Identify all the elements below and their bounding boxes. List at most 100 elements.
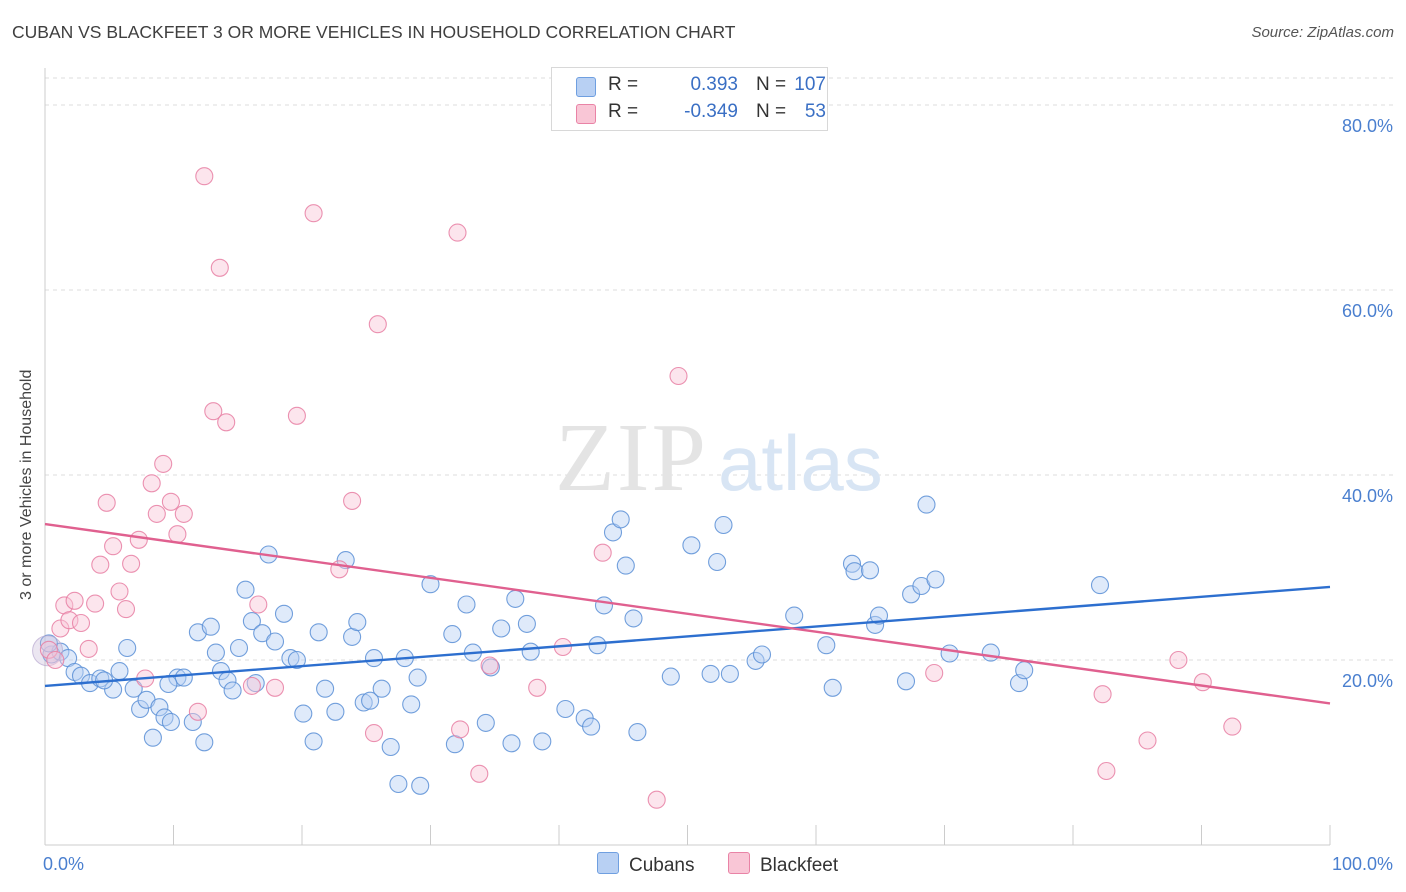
scatter-point-cubans xyxy=(1015,661,1034,680)
legend-r-label: R = xyxy=(608,74,639,95)
axes xyxy=(44,68,1331,846)
y-tick-label: 80.0% xyxy=(1342,116,1393,136)
scatter-point-blackfeet xyxy=(528,678,547,697)
scatter-point-cubans xyxy=(708,552,727,572)
scatter-point-cubans xyxy=(354,693,373,712)
scatter-point-cubans xyxy=(223,681,242,700)
scatter-point-cubans xyxy=(242,612,261,631)
bottom-legend-blackfeet: Blackfeet xyxy=(728,852,838,877)
scatter-point-cubans xyxy=(168,668,187,687)
scatter-point-cubans xyxy=(309,623,328,642)
scatter-point-cubans xyxy=(661,667,680,686)
x-tick-label-max: 100.0% xyxy=(1332,854,1393,874)
scatter-point-cubans xyxy=(682,536,701,555)
scatter-point-blackfeet xyxy=(448,223,467,242)
scatter-point-cubans xyxy=(611,510,630,529)
scatter-point-blackfeet xyxy=(147,504,166,523)
scatter-point-blackfeet xyxy=(669,366,688,386)
scatter-point-blackfeet xyxy=(104,537,123,556)
scatter-point-blackfeet xyxy=(593,543,612,562)
gridlines xyxy=(45,77,1393,661)
scatter-point-blackfeet xyxy=(122,554,141,573)
scatter-point-blackfeet xyxy=(1093,685,1112,704)
scatter-point-cubans xyxy=(381,737,400,757)
scatter-point-cubans xyxy=(940,644,959,663)
scatter-point-cubans xyxy=(457,595,476,614)
scatter-point-cubans xyxy=(845,562,864,581)
scatter-point-cubans xyxy=(533,732,552,751)
scatter-point-cubans xyxy=(896,672,916,691)
scatter-point-blackfeet xyxy=(168,525,187,544)
chart-title: CUBAN VS BLACKFEET 3 OR MORE VEHICLES IN… xyxy=(12,22,736,42)
scatter-point-cubans xyxy=(588,636,607,655)
scatter-point-blackfeet xyxy=(174,504,193,523)
scatter-point-cubans xyxy=(39,634,58,653)
scatter-point-cubans xyxy=(143,728,162,747)
scatter-point-cubans xyxy=(476,713,495,732)
scatter-point-cubans xyxy=(421,575,440,594)
scatter-point-blackfeet xyxy=(343,491,362,510)
bottom-legend-swatch-blackfeet xyxy=(728,852,750,874)
scatter-point-blackfeet xyxy=(65,591,84,610)
scatter-point-cubans xyxy=(316,679,335,698)
scatter-point-blackfeet xyxy=(364,724,384,743)
scatter-point-blackfeet xyxy=(217,413,236,432)
scatter-point-blackfeet xyxy=(97,493,116,512)
scatter-point-blackfeet xyxy=(265,678,285,697)
scatter-point-blackfeet xyxy=(39,640,58,659)
scatter-point-cubans xyxy=(492,619,511,638)
watermark-zip: ZIP xyxy=(555,404,708,512)
scatter-point-cubans xyxy=(411,776,430,795)
scatter-point-blackfeet xyxy=(1138,731,1157,750)
scatter-point-blackfeet xyxy=(1097,761,1116,781)
legend: R = 0.393 N = 107 R = -0.349 N = 53 xyxy=(551,67,828,131)
legend-swatch-cubans xyxy=(576,77,596,97)
scatter-point-cubans xyxy=(206,643,225,662)
scatter-point-blackfeet xyxy=(154,454,173,473)
scatter-point-blackfeet xyxy=(480,656,499,675)
scatter-point-blackfeet xyxy=(46,650,65,670)
legend-r-value: 0.393 xyxy=(690,74,738,95)
scatter-point-cubans xyxy=(294,704,313,723)
legend-r-label: R = xyxy=(608,101,639,122)
scatter-point-blackfeet xyxy=(188,702,207,721)
scatter-point-blackfeet xyxy=(71,613,91,633)
scatter-point-cubans xyxy=(161,712,180,732)
scatter-point-blackfeet xyxy=(1193,673,1212,692)
y-tick-label: 60.0% xyxy=(1342,301,1393,321)
scatter-point-cubans xyxy=(361,691,380,710)
trend-lines xyxy=(44,522,1331,705)
scatter-point-cubans xyxy=(752,645,772,664)
scatter-point-cubans xyxy=(183,712,202,732)
scatter-point-cubans xyxy=(556,699,575,719)
scatter-point-blackfeet xyxy=(451,720,470,739)
scatter-point-blackfeet xyxy=(110,582,129,601)
scatter-point-cubans xyxy=(236,580,255,599)
legend-n-label: N = xyxy=(756,101,787,122)
watermark-atlas: atlas xyxy=(718,419,883,507)
scatter-point-cubans xyxy=(817,636,836,655)
scatter-point-blackfeet xyxy=(925,663,944,683)
scatter-point-cubans xyxy=(869,606,889,625)
scatter-point-blackfeet xyxy=(79,639,98,658)
scatter-point-cubans xyxy=(502,734,521,753)
legend-n-value: 107 xyxy=(794,74,826,95)
scatter-point-cubans xyxy=(842,554,862,573)
legend-swatch-blackfeet xyxy=(576,104,596,124)
scatter-point-cubans xyxy=(195,733,214,752)
y-tick-label: 40.0% xyxy=(1342,486,1393,506)
legend-n-label: N = xyxy=(756,74,787,95)
scatter-point-cubans xyxy=(582,717,601,736)
bottom-legend-label-blackfeet: Blackfeet xyxy=(760,855,839,876)
scatter-point-cubans xyxy=(408,668,427,687)
scatter-point-cubans xyxy=(274,604,294,623)
scatter-point-blackfeet xyxy=(1223,717,1242,736)
scatter-point-cubans xyxy=(265,632,285,651)
scatter-point-cubans xyxy=(506,589,525,608)
bottom-legend-label-cubans: Cubans xyxy=(629,855,695,876)
scatter-point-cubans xyxy=(701,664,720,683)
scatter-point-cubans xyxy=(364,649,384,668)
scatter-point-cubans xyxy=(174,668,193,687)
y-tick-label: 20.0% xyxy=(1342,671,1393,691)
